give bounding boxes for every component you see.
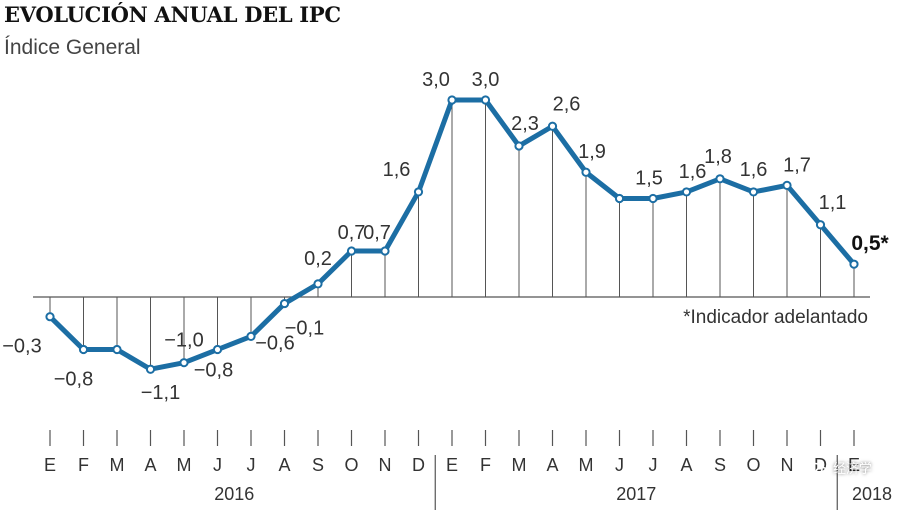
data-point	[782, 180, 792, 190]
year-label: 2016	[214, 484, 254, 504]
data-point	[849, 259, 859, 269]
data-label: 1,6	[740, 159, 768, 181]
watermark-text: 经济学	[832, 462, 872, 477]
x-tick-label: F	[78, 455, 89, 475]
data-label: 3,0	[422, 69, 450, 91]
data-label: 1,7	[783, 154, 811, 176]
x-tick-label: N	[781, 455, 794, 475]
data-point	[313, 279, 323, 289]
annotation-note: *Indicador adelantado	[683, 307, 868, 328]
x-tick-label: O	[344, 455, 358, 475]
data-label: −0,3	[2, 336, 41, 358]
chart-subtitle: Índice General	[4, 36, 141, 59]
data-point	[681, 187, 692, 197]
x-tick-label: D	[412, 455, 425, 475]
x-tick-label: A	[680, 455, 692, 475]
data-label: 0,5*	[851, 232, 889, 255]
data-label: −1,0	[164, 330, 203, 352]
x-tick-label: J	[247, 455, 256, 475]
data-label: 1,6	[383, 159, 411, 181]
data-point	[179, 358, 189, 368]
x-tick-label: E	[44, 455, 56, 475]
data-point	[112, 344, 122, 355]
x-tick-label: A	[278, 455, 290, 475]
data-point	[45, 312, 55, 322]
data-point	[547, 121, 558, 131]
data-label: 2,6	[553, 93, 581, 115]
x-tick-label: M	[579, 455, 594, 475]
x-tick-label: M	[110, 455, 125, 475]
data-point	[145, 364, 156, 374]
data-label: 1,8	[704, 146, 732, 168]
data-point	[346, 246, 357, 256]
x-tick-label: M	[512, 455, 527, 475]
data-point	[815, 220, 826, 230]
x-tick-label: A	[546, 455, 558, 475]
year-label: 2018	[852, 484, 892, 504]
data-point	[715, 174, 725, 184]
chat-bubble-icon	[807, 462, 829, 477]
x-tick-label: E	[446, 455, 458, 475]
data-label: −0,6	[255, 332, 294, 354]
data-label: 1,1	[819, 192, 847, 214]
data-label: 1,9	[578, 141, 606, 163]
data-point	[614, 193, 625, 204]
data-point	[581, 167, 591, 177]
data-point	[212, 344, 223, 355]
data-label: −0,1	[285, 318, 324, 340]
chart-title: EVOLUCIÓN ANUAL DEL IPC	[4, 2, 341, 27]
data-point	[380, 246, 390, 256]
data-point	[413, 187, 424, 197]
data-label: −0,8	[54, 369, 93, 391]
data-label: 1,6	[679, 161, 707, 183]
x-tick-label: O	[746, 455, 760, 475]
x-tick-label: J	[649, 455, 658, 475]
x-tick-label: A	[144, 455, 156, 475]
x-tick-label: S	[714, 455, 726, 475]
x-tick-label: J	[213, 455, 222, 475]
data-point	[748, 187, 759, 197]
data-label: 0,7	[338, 222, 366, 244]
x-tick-label: J	[615, 455, 624, 475]
x-tick-label: M	[177, 455, 192, 475]
x-tick-label: E	[848, 455, 860, 475]
x-tick-label: F	[480, 455, 491, 475]
data-point	[447, 95, 457, 105]
data-point	[78, 344, 89, 355]
watermark: 经济学	[807, 458, 872, 478]
x-tick-label: S	[312, 455, 324, 475]
year-label: 2017	[616, 484, 656, 504]
data-label: −1,1	[141, 382, 180, 404]
x-tick-label: N	[379, 455, 392, 475]
data-point	[279, 298, 290, 309]
data-label: −0,8	[194, 360, 233, 382]
data-label: 1,5	[635, 168, 663, 190]
data-point	[480, 95, 491, 105]
data-point	[246, 331, 256, 341]
data-point	[514, 141, 524, 151]
data-label: 0,2	[304, 248, 332, 270]
data-label: 3,0	[472, 69, 500, 91]
data-label: 0,7	[363, 222, 391, 244]
data-label: 2,3	[511, 113, 539, 135]
data-point	[648, 193, 658, 204]
